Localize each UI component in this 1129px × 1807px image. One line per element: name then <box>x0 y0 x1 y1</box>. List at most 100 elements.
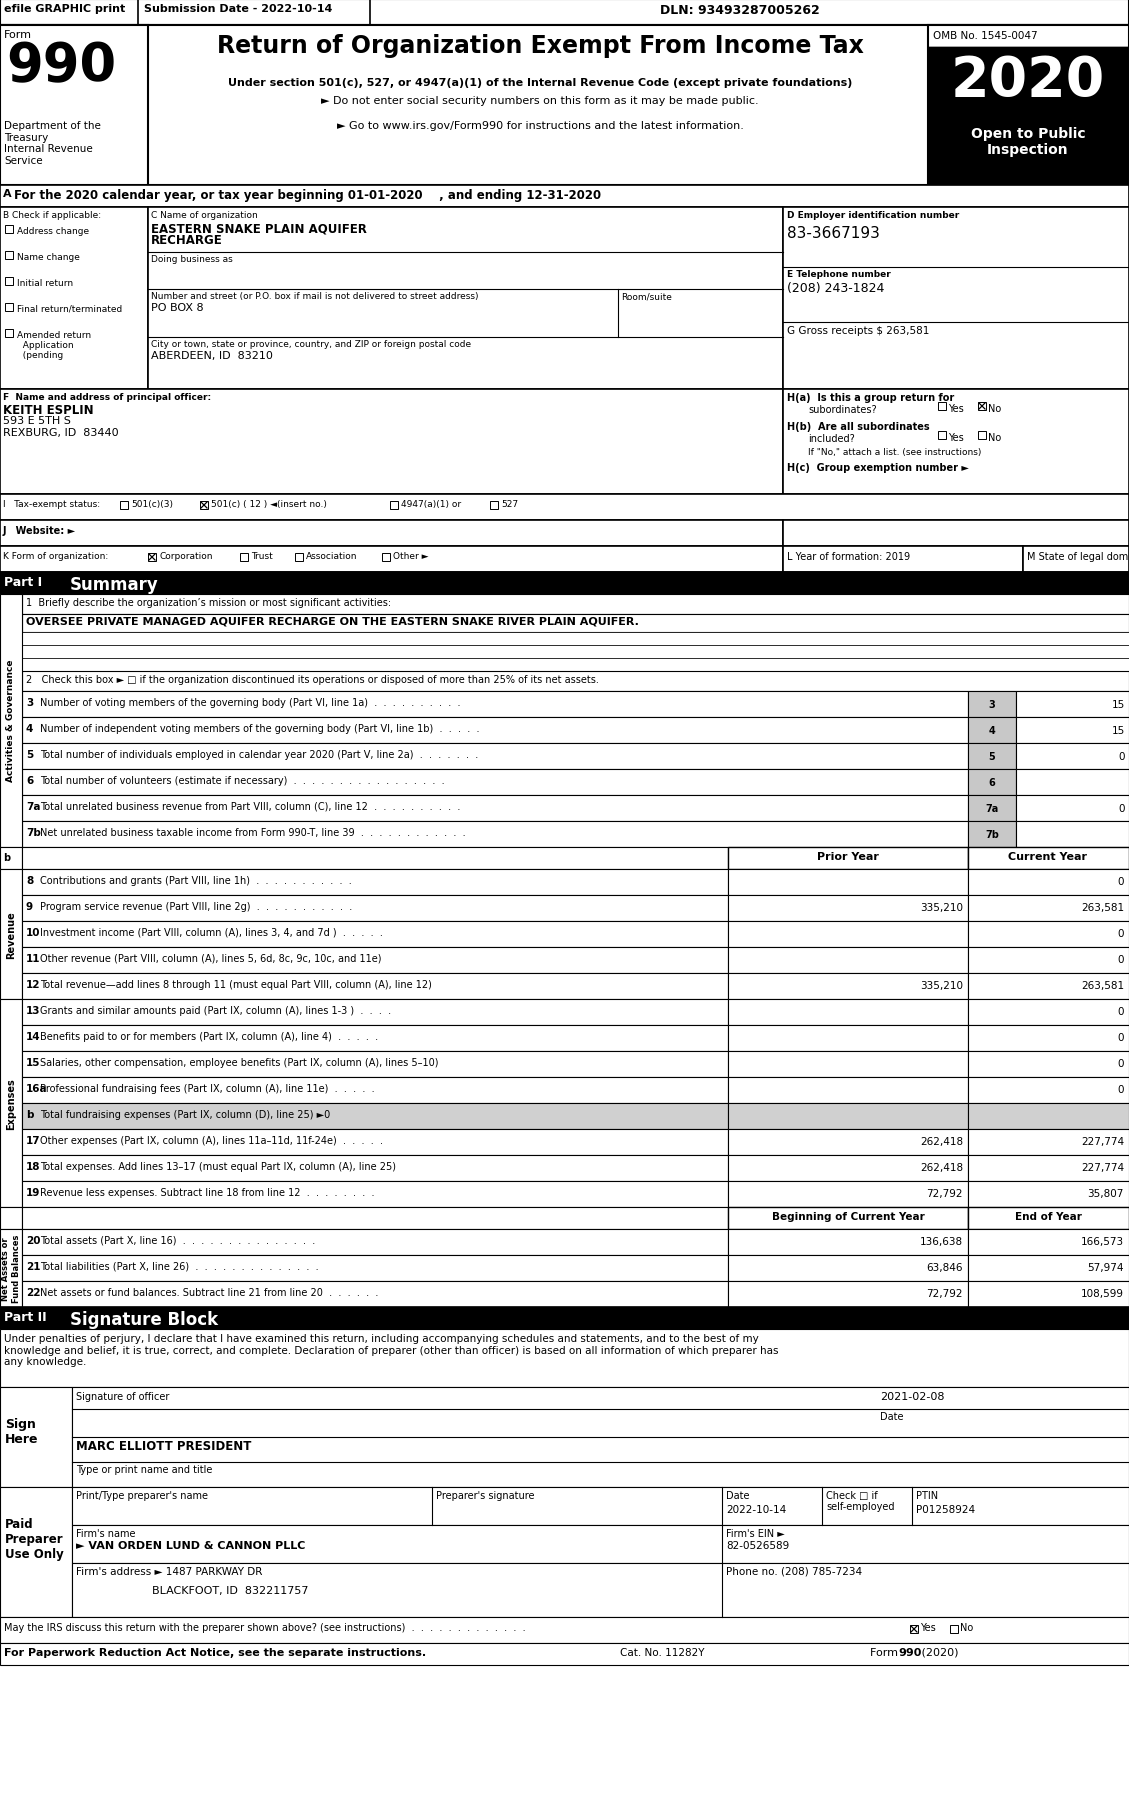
Text: Check □ if: Check □ if <box>826 1491 877 1500</box>
Text: Current Year: Current Year <box>1008 851 1087 862</box>
Text: REXBURG, ID  83440: REXBURG, ID 83440 <box>3 428 119 437</box>
Text: OVERSEE PRIVATE MANAGED AQUIFER RECHARGE ON THE EASTERN SNAKE RIVER PLAIN AQUIFE: OVERSEE PRIVATE MANAGED AQUIFER RECHARGE… <box>26 616 639 627</box>
Bar <box>390 502 399 510</box>
Text: Doing business as: Doing business as <box>151 255 233 264</box>
Bar <box>968 1025 1129 1052</box>
Text: Beginning of Current Year: Beginning of Current Year <box>771 1211 925 1222</box>
Bar <box>728 1129 968 1155</box>
Bar <box>968 1229 1129 1256</box>
Bar <box>728 1207 968 1229</box>
Bar <box>21 1104 728 1129</box>
Text: Prior Year: Prior Year <box>817 851 879 862</box>
Text: May the IRS discuss this return with the preparer shown above? (see instructions: May the IRS discuss this return with the… <box>5 1623 526 1632</box>
Text: 2021-02-08: 2021-02-08 <box>879 1391 945 1400</box>
Bar <box>968 770 1016 795</box>
Bar <box>728 1229 968 1256</box>
Bar <box>21 1052 728 1077</box>
Text: 0: 0 <box>1119 752 1124 761</box>
Bar <box>0 595 21 847</box>
Bar <box>968 999 1129 1025</box>
Text: 3: 3 <box>26 698 33 708</box>
Text: 0: 0 <box>1119 804 1124 813</box>
Text: Activities & Governance: Activities & Governance <box>7 660 16 782</box>
Bar <box>0 520 784 548</box>
Text: 22: 22 <box>26 1287 41 1297</box>
Text: (pending: (pending <box>17 351 63 360</box>
Bar <box>968 717 1016 744</box>
Text: 83-3667193: 83-3667193 <box>787 226 879 240</box>
Text: Professional fundraising fees (Part IX, column (A), line 11e)  .  .  .  .  .: Professional fundraising fees (Part IX, … <box>40 1084 375 1093</box>
Bar <box>928 119 1129 186</box>
Text: 2020: 2020 <box>951 54 1105 108</box>
Text: 15: 15 <box>1112 726 1124 735</box>
Text: E Telephone number: E Telephone number <box>787 269 891 278</box>
Text: ABERDEEN, ID  83210: ABERDEEN, ID 83210 <box>151 351 273 361</box>
Text: 72,792: 72,792 <box>927 1288 963 1297</box>
Bar <box>728 999 968 1025</box>
Text: 19: 19 <box>26 1187 41 1198</box>
Text: Yes: Yes <box>948 432 964 443</box>
Text: Firm's name: Firm's name <box>76 1529 135 1538</box>
Text: EASTERN SNAKE PLAIN AQUIFER: EASTERN SNAKE PLAIN AQUIFER <box>151 222 367 235</box>
Text: Firm's address ► 1487 PARKWAY DR: Firm's address ► 1487 PARKWAY DR <box>76 1567 262 1576</box>
Bar <box>728 922 968 947</box>
Bar <box>728 1155 968 1182</box>
Bar <box>968 947 1129 974</box>
Text: 4: 4 <box>26 723 34 734</box>
Text: 3: 3 <box>989 699 996 710</box>
Text: Signature Block: Signature Block <box>70 1310 218 1328</box>
Text: L Year of formation: 2019: L Year of formation: 2019 <box>787 551 910 562</box>
Bar <box>21 1155 728 1182</box>
Bar <box>728 1077 968 1104</box>
Bar <box>938 432 946 439</box>
Text: Total fundraising expenses (Part IX, column (D), line 25) ►0: Total fundraising expenses (Part IX, col… <box>40 1109 331 1119</box>
Text: Department of the
Treasury
Internal Revenue
Service: Department of the Treasury Internal Reve… <box>5 121 100 166</box>
Text: For the 2020 calendar year, or tax year beginning 01-01-2020    , and ending 12-: For the 2020 calendar year, or tax year … <box>14 190 601 202</box>
Text: Other ►: Other ► <box>393 551 429 560</box>
Text: Total unrelated business revenue from Part VIII, column (C), line 12  .  .  .  .: Total unrelated business revenue from Pa… <box>40 802 461 811</box>
Text: 18: 18 <box>26 1162 41 1171</box>
Text: If "No," attach a list. (see instructions): If "No," attach a list. (see instruction… <box>808 448 981 457</box>
Text: 2022-10-14: 2022-10-14 <box>726 1503 786 1514</box>
Bar <box>21 869 728 896</box>
Text: Final return/terminated: Final return/terminated <box>17 305 122 314</box>
Bar <box>0 1643 1129 1664</box>
Text: 593 E 5TH S: 593 E 5TH S <box>3 416 71 426</box>
Text: For Paperwork Reduction Act Notice, see the separate instructions.: For Paperwork Reduction Act Notice, see … <box>5 1648 426 1657</box>
Text: (208) 243-1824: (208) 243-1824 <box>787 282 884 295</box>
Bar <box>0 208 148 390</box>
Text: PO BOX 8: PO BOX 8 <box>151 304 203 313</box>
Text: Cat. No. 11282Y: Cat. No. 11282Y <box>620 1648 704 1657</box>
Text: 227,774: 227,774 <box>1080 1162 1124 1173</box>
Bar <box>21 795 968 822</box>
Text: 72,792: 72,792 <box>927 1189 963 1198</box>
Text: Part II: Part II <box>5 1310 46 1323</box>
Text: Initial return: Initial return <box>17 278 73 287</box>
Bar <box>910 1624 918 1634</box>
Text: Association: Association <box>306 551 358 560</box>
Text: 8: 8 <box>26 876 33 885</box>
Text: 0: 0 <box>1118 1084 1124 1095</box>
Bar <box>968 1207 1129 1229</box>
Text: 7a: 7a <box>26 802 41 811</box>
Text: Total liabilities (Part X, line 26)  .  .  .  .  .  .  .  .  .  .  .  .  .  .: Total liabilities (Part X, line 26) . . … <box>40 1261 318 1272</box>
Text: Number of independent voting members of the governing body (Part VI, line 1b)  .: Number of independent voting members of … <box>40 723 480 734</box>
Bar <box>978 403 986 410</box>
Text: 263,581: 263,581 <box>1080 902 1124 913</box>
Bar <box>148 208 784 390</box>
Bar <box>0 1306 1129 1330</box>
Text: RECHARGE: RECHARGE <box>151 233 222 248</box>
Text: Expenses: Expenses <box>6 1077 16 1129</box>
Text: ► Do not enter social security numbers on this form as it may be made public.: ► Do not enter social security numbers o… <box>321 96 759 107</box>
Text: 14: 14 <box>26 1032 41 1041</box>
Bar <box>21 1207 728 1229</box>
Bar <box>1016 744 1129 770</box>
Text: 17: 17 <box>26 1135 41 1146</box>
Text: Room/suite: Room/suite <box>621 293 672 300</box>
Bar <box>72 1525 1129 1563</box>
Bar <box>21 770 968 795</box>
Text: Total revenue—add lines 8 through 11 (must equal Part VIII, column (A), line 12): Total revenue—add lines 8 through 11 (mu… <box>40 979 432 990</box>
Bar <box>21 1229 728 1256</box>
Bar <box>5 251 14 260</box>
Text: 227,774: 227,774 <box>1080 1137 1124 1146</box>
